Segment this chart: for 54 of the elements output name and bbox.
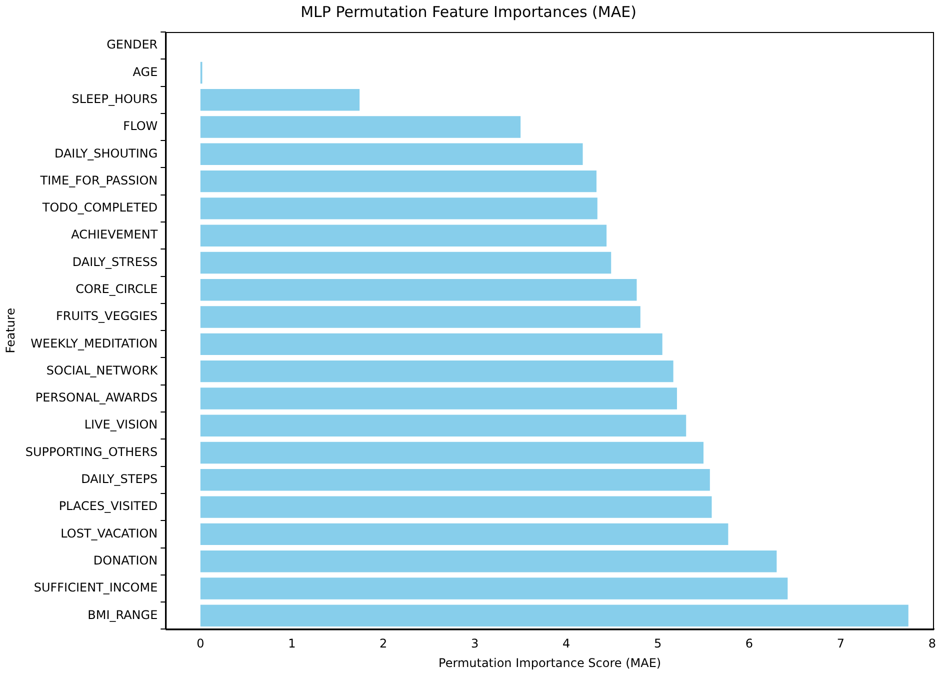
y-tick-label: ACHIEVEMENT — [71, 228, 158, 242]
bar — [200, 414, 686, 436]
y-tick-label: AGE — [132, 64, 158, 79]
bar — [200, 279, 637, 301]
y-tick-label: PERSONAL_AWARDS — [35, 390, 158, 405]
bar — [200, 170, 596, 192]
bar — [200, 604, 908, 626]
y-tick-label: SLEEP_HOURS — [72, 92, 158, 106]
bar — [200, 116, 521, 138]
y-tick-label: LIVE_VISION — [84, 418, 158, 432]
y-tick-label: TIME_FOR_PASSION — [39, 173, 158, 188]
x-tick-label: 1 — [288, 636, 296, 651]
bar — [200, 550, 777, 572]
y-tick-label: DAILY_SHOUTING — [54, 146, 158, 160]
y-tick-label: DAILY_STEPS — [81, 472, 158, 486]
x-tick-label: 2 — [380, 636, 388, 651]
y-tick-label: GENDER — [106, 38, 158, 52]
y-tick-label: SUFFICIENT_INCOME — [34, 580, 158, 595]
bar — [200, 360, 674, 382]
bar — [200, 333, 662, 356]
bar — [200, 143, 583, 166]
x-tick-label: 3 — [471, 636, 479, 651]
bar — [200, 496, 712, 518]
bar — [200, 469, 710, 491]
x-tick-label: 5 — [654, 636, 662, 651]
bar — [200, 252, 612, 274]
y-tick-label: DAILY_STRESS — [72, 254, 158, 269]
y-tick-label: DONATION — [93, 553, 158, 568]
x-tick-label: 8 — [928, 636, 936, 651]
y-tick-label: PLACES_VISITED — [58, 499, 158, 514]
x-axis-title: Permutation Importance Score (MAE) — [438, 656, 662, 670]
y-tick-label: CORE_CIRCLE — [76, 282, 158, 296]
y-tick-label: SOCIAL_NETWORK — [46, 363, 159, 378]
y-tick-label: BMI_RANGE — [88, 608, 158, 622]
y-tick-label: FLOW — [123, 119, 158, 134]
chart-title: MLP Permutation Feature Importances (MAE) — [300, 2, 636, 21]
y-tick-label: FRUITS_VEGGIES — [56, 309, 158, 324]
bar — [200, 442, 704, 464]
y-axis-title: Feature — [3, 308, 18, 354]
y-tick-label: SUPPORTING_OTHERS — [25, 444, 158, 459]
bar — [200, 224, 607, 246]
bar — [200, 388, 677, 410]
bar — [200, 89, 360, 111]
bar — [200, 523, 728, 546]
x-tick-label: 0 — [196, 636, 204, 651]
y-tick-label: WEEKLY_MEDITATION — [30, 336, 158, 350]
x-tick-label: 4 — [562, 636, 570, 651]
y-tick-label: LOST_VACATION — [60, 526, 158, 540]
y-tick-label: TODO_COMPLETED — [41, 200, 158, 215]
bar — [200, 198, 598, 220]
bar — [200, 578, 788, 600]
x-tick-label: 7 — [836, 636, 845, 651]
x-tick-label: 6 — [745, 636, 754, 651]
bar — [200, 306, 640, 328]
